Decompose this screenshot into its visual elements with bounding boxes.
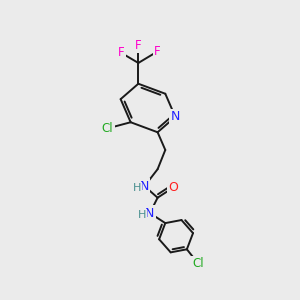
Text: F: F	[154, 45, 161, 58]
Text: N: N	[171, 110, 180, 123]
Text: O: O	[168, 181, 178, 194]
Text: F: F	[135, 39, 142, 52]
Text: H: H	[133, 184, 141, 194]
Text: N: N	[140, 180, 149, 193]
Text: N: N	[145, 207, 154, 220]
Text: H: H	[138, 210, 146, 220]
Text: Cl: Cl	[102, 122, 113, 135]
Text: F: F	[118, 46, 125, 59]
Text: Cl: Cl	[193, 257, 204, 270]
